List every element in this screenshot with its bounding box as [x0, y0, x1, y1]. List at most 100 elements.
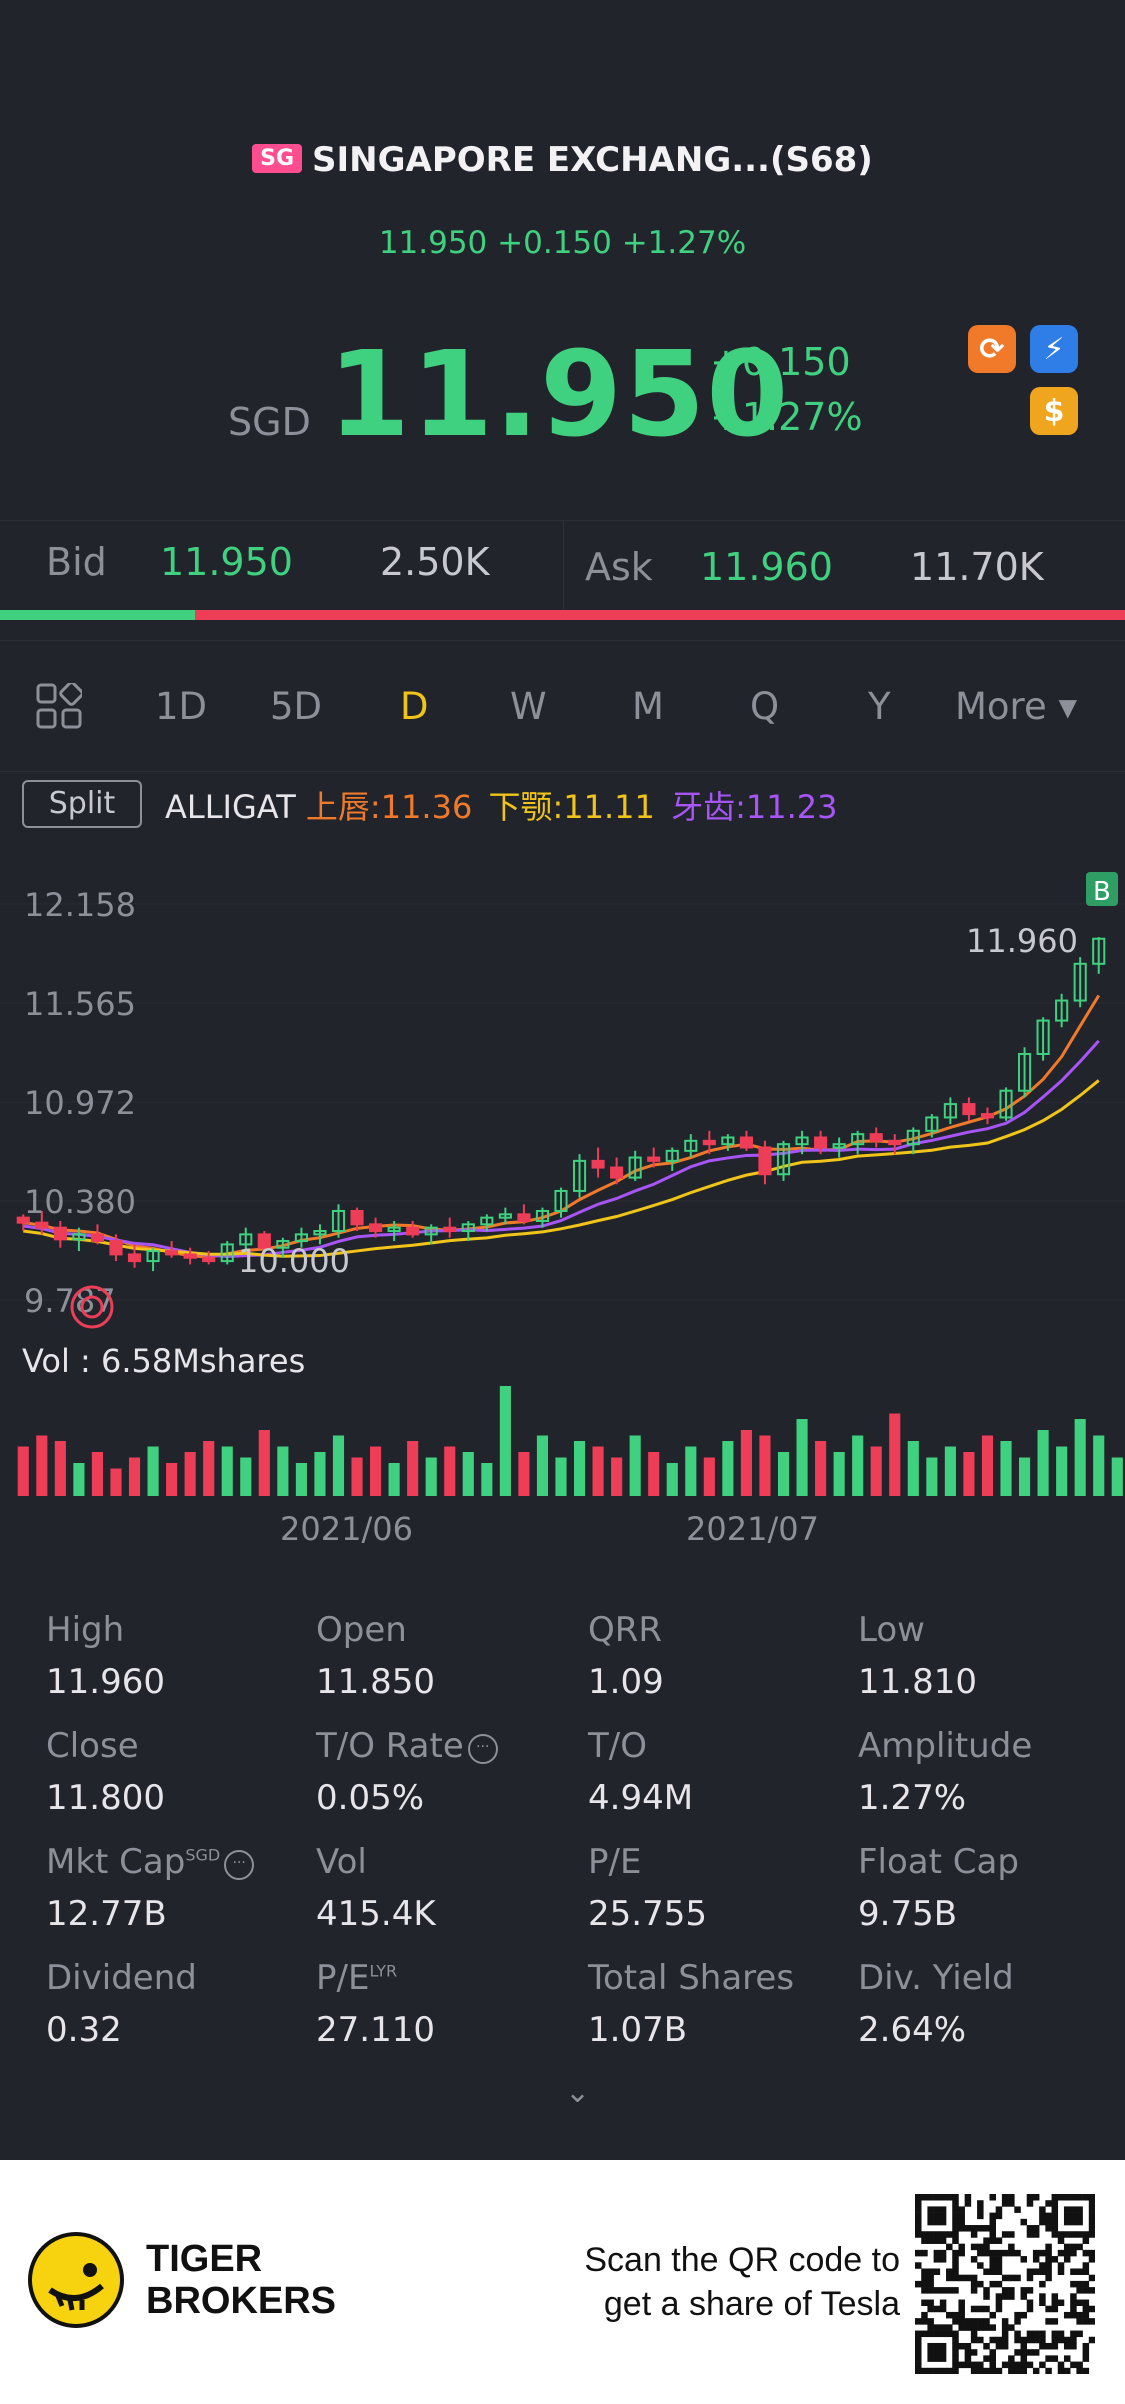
candle[interactable] [591, 1159, 605, 1169]
candle[interactable] [35, 1221, 49, 1229]
candle[interactable] [220, 1243, 234, 1263]
stat-value: 25.755 [588, 1894, 707, 1934]
candle[interactable] [53, 1226, 67, 1241]
candle[interactable] [109, 1240, 123, 1256]
tab-5d[interactable]: 5D [270, 685, 323, 728]
tab-week[interactable]: W [510, 685, 547, 728]
stat-label-text: High [46, 1610, 125, 1650]
candle[interactable] [554, 1189, 568, 1212]
info-icon[interactable]: ··· [224, 1850, 255, 1880]
candle[interactable] [962, 1103, 976, 1116]
candle[interactable] [443, 1226, 457, 1233]
volume-bar [963, 1452, 975, 1496]
candle[interactable] [647, 1156, 661, 1162]
candle[interactable] [294, 1233, 308, 1243]
flash-icon[interactable]: ⚡ [1030, 325, 1078, 373]
y-tick-label: 12.158 [24, 886, 136, 924]
stat-value: 11.810 [858, 1662, 977, 1702]
candle[interactable] [702, 1139, 716, 1146]
alert-icon[interactable]: ⟳ [968, 325, 1016, 373]
tab-year[interactable]: Y [868, 685, 891, 728]
candle[interactable] [424, 1226, 438, 1236]
volume-bar [17, 1446, 29, 1496]
tab-more[interactable]: More ▾ [955, 685, 1078, 728]
candle[interactable] [461, 1223, 475, 1233]
candle[interactable] [739, 1136, 753, 1149]
grid-icon[interactable] [36, 681, 84, 733]
candle[interactable] [795, 1136, 809, 1146]
candle[interactable] [684, 1139, 698, 1152]
stat-value: 1.07B [588, 2010, 688, 2050]
tab-day[interactable]: D [400, 685, 429, 728]
candle[interactable] [888, 1139, 902, 1146]
candle[interactable] [925, 1116, 939, 1132]
candle[interactable] [257, 1233, 271, 1249]
candle[interactable] [610, 1166, 624, 1179]
candle[interactable] [1073, 962, 1087, 1002]
candle[interactable] [758, 1146, 772, 1176]
volume-bar [91, 1452, 104, 1496]
split-button[interactable]: Split [22, 780, 142, 828]
candle[interactable] [572, 1159, 587, 1192]
candle[interactable] [313, 1230, 327, 1236]
buy-badge[interactable]: B [1086, 872, 1118, 907]
tab-month[interactable]: M [632, 685, 664, 728]
candle[interactable] [1017, 1052, 1032, 1092]
alligator-indicator[interactable]: ALLIGAT 上唇:11.36 下颚:11.11 牙齿:11.23 [165, 782, 837, 828]
candle[interactable] [183, 1253, 197, 1259]
candle[interactable] [851, 1133, 865, 1146]
candle[interactable] [165, 1250, 179, 1256]
candle[interactable] [535, 1209, 550, 1223]
candle[interactable] [369, 1223, 383, 1233]
volume-bar [462, 1452, 474, 1496]
volume-bar [184, 1452, 196, 1496]
candle[interactable] [202, 1256, 216, 1263]
stat-label-text: T/O Rate [316, 1726, 464, 1766]
volume-bar [1018, 1457, 1031, 1496]
candle[interactable] [943, 1103, 957, 1119]
candle[interactable] [72, 1233, 86, 1241]
candle[interactable] [146, 1250, 160, 1263]
tab-quarter[interactable]: Q [750, 685, 780, 728]
candlestick-chart[interactable]: 12.158 11.565 10.972 10.380 9.787 11.960… [0, 860, 1125, 1560]
candle[interactable] [628, 1156, 642, 1179]
candle[interactable] [331, 1209, 346, 1233]
candle[interactable] [406, 1226, 420, 1236]
chevron-down-icon[interactable]: ⌄ [565, 2075, 591, 2110]
candle[interactable] [980, 1113, 995, 1119]
candle[interactable] [350, 1209, 364, 1226]
volume-bar [648, 1452, 660, 1496]
candle[interactable] [869, 1133, 883, 1142]
candle[interactable] [776, 1143, 791, 1176]
candle[interactable] [239, 1233, 253, 1246]
bid-depth-bar [0, 610, 195, 620]
info-icon[interactable]: ··· [467, 1734, 498, 1764]
candle[interactable] [127, 1253, 142, 1263]
candle[interactable] [480, 1216, 494, 1226]
candle[interactable] [721, 1136, 735, 1146]
candle[interactable] [90, 1233, 105, 1243]
stat-label-text: Low [858, 1610, 925, 1650]
candle[interactable] [999, 1089, 1013, 1119]
target-icon[interactable] [70, 1285, 114, 1329]
candle[interactable] [1055, 999, 1069, 1022]
volume-bar [258, 1430, 270, 1496]
bid-price: 11.950 [160, 540, 293, 584]
candle[interactable] [276, 1240, 290, 1249]
stock-title[interactable]: SG SINGAPORE EXCHANG...(S68) [0, 140, 1125, 180]
candle[interactable] [665, 1149, 679, 1162]
candle[interactable] [517, 1213, 531, 1223]
stat-label: P/E [588, 1842, 641, 1882]
candle[interactable] [906, 1129, 920, 1146]
tab-1d[interactable]: 1D [155, 685, 208, 728]
candle[interactable] [832, 1143, 846, 1149]
candle[interactable] [498, 1213, 512, 1219]
qr-code-icon[interactable] [915, 2194, 1095, 2374]
candle[interactable] [1092, 937, 1106, 965]
candle[interactable] [16, 1216, 30, 1224]
candle[interactable] [387, 1226, 401, 1233]
candle[interactable] [1036, 1019, 1050, 1055]
dollar-icon[interactable]: $ [1030, 387, 1078, 435]
volume-bar [351, 1457, 363, 1496]
candle[interactable] [814, 1136, 828, 1149]
